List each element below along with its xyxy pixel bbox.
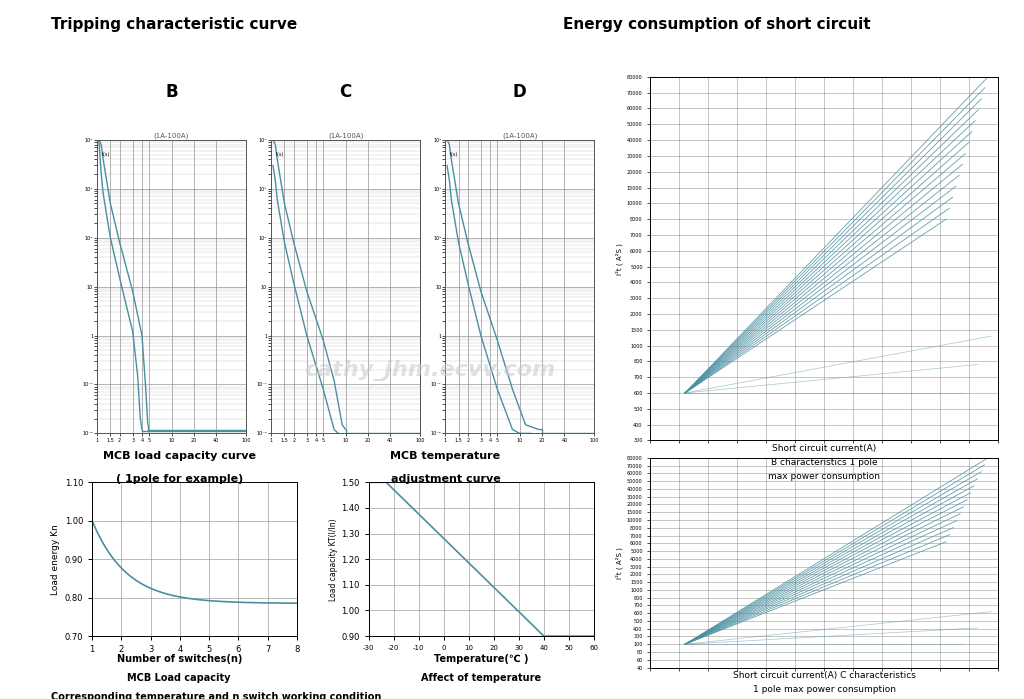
Text: Short circuit current(A) C characteristics: Short circuit current(A) C characteristi… — [733, 671, 915, 680]
Text: B characteristics 1 pole: B characteristics 1 pole — [771, 458, 878, 467]
Text: Affect of temperature: Affect of temperature — [421, 673, 542, 683]
Title: (1A-100A): (1A-100A) — [502, 132, 538, 138]
Text: C: C — [340, 83, 351, 101]
Text: MCB temperature: MCB temperature — [390, 451, 501, 461]
Text: MCB Load capacity: MCB Load capacity — [127, 673, 231, 683]
Title: (1A-100A): (1A-100A) — [154, 132, 189, 138]
Text: B: B — [165, 83, 178, 101]
Title: (1A-100A): (1A-100A) — [328, 132, 364, 138]
Text: Number of switches(n): Number of switches(n) — [117, 654, 242, 663]
Y-axis label: I²t ( A²S ): I²t ( A²S ) — [615, 547, 623, 579]
Text: ( 1pole for example): ( 1pole for example) — [116, 474, 243, 484]
Text: max power consumption: max power consumption — [768, 472, 881, 481]
Text: t(s): t(s) — [101, 152, 110, 157]
Text: D: D — [513, 83, 526, 101]
Text: MCB load capacity curve: MCB load capacity curve — [102, 451, 256, 461]
Text: 1 pole max power consumption: 1 pole max power consumption — [753, 685, 896, 694]
Text: Short circuit current(A): Short circuit current(A) — [772, 444, 877, 453]
Text: t(s): t(s) — [450, 152, 458, 157]
Text: Tripping characteristic curve: Tripping characteristic curve — [51, 17, 297, 32]
Text: Corresponding temperature and n switch working condition: Corresponding temperature and n switch w… — [51, 692, 382, 699]
Text: adjustment curve: adjustment curve — [390, 474, 501, 484]
Text: Energy consumption of short circuit: Energy consumption of short circuit — [563, 17, 870, 32]
Y-axis label: Load energy Kn: Load energy Kn — [51, 524, 60, 595]
Text: Temperature(℃ ): Temperature(℃ ) — [434, 654, 528, 663]
Text: cathy_jhm.ecvv.com: cathy_jhm.ecvv.com — [304, 360, 556, 381]
Y-axis label: Load capacity KT(I/In): Load capacity KT(I/In) — [330, 518, 338, 600]
Text: t(s): t(s) — [275, 152, 284, 157]
Y-axis label: I²t ( A²S ): I²t ( A²S ) — [615, 243, 623, 275]
